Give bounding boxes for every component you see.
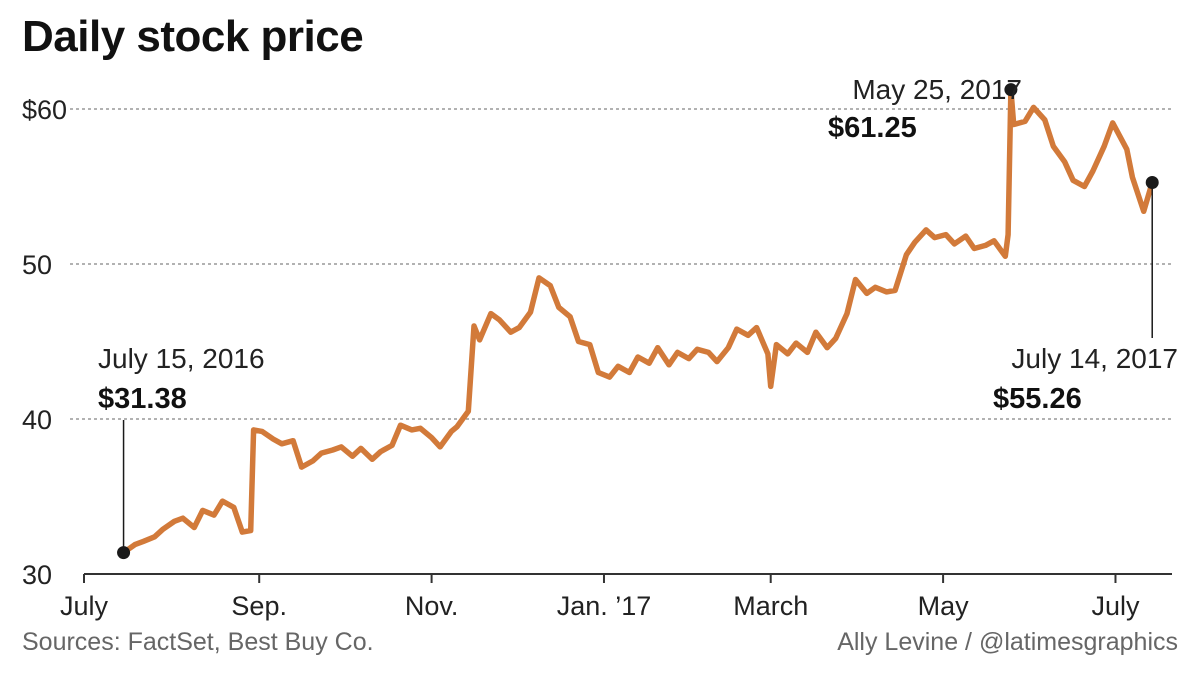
price-line: [120, 86, 1155, 556]
x-tick-label: July: [60, 591, 109, 621]
chart-title: Daily stock price: [22, 12, 364, 61]
annotation-date: May 25, 2017: [852, 74, 1022, 105]
x-tick-label: May: [918, 591, 970, 621]
x-tick-label: Nov.: [405, 591, 459, 621]
x-axis: July Sep. Nov. Jan. ’17 March May July: [60, 573, 1172, 621]
y-tick-label: 30: [22, 560, 52, 590]
x-tick-label: March: [733, 591, 808, 621]
y-tick-label: 50: [22, 250, 52, 280]
annotation-dot: [1145, 175, 1159, 189]
annotation-value: $55.26: [993, 383, 1082, 415]
annotation-date: July 15, 2016: [98, 343, 265, 374]
annotation-date: July 14, 2017: [1011, 343, 1178, 374]
annotations: July 15, 2016 $31.38 May 25, 2017 $61.25 Jul…: [98, 74, 1178, 560]
annotation-value: $61.25: [828, 112, 917, 144]
credit-note: Ally Levine / @latimesgraphics: [837, 628, 1178, 656]
gridlines: 30 40 50 $60: [22, 95, 1172, 590]
y-tick-label: 40: [22, 405, 52, 435]
annotation-dot: [1004, 83, 1018, 97]
annotation-dot: [117, 546, 131, 560]
annotation-value: $31.38: [98, 383, 187, 415]
source-note: Sources: FactSet, Best Buy Co.: [22, 628, 374, 656]
series-layer: [120, 86, 1155, 556]
x-tick-label: Sep.: [231, 591, 287, 621]
x-tick-label: Jan. ’17: [557, 591, 652, 621]
x-tick-label: July: [1091, 591, 1140, 621]
y-tick-label: $60: [22, 95, 67, 125]
